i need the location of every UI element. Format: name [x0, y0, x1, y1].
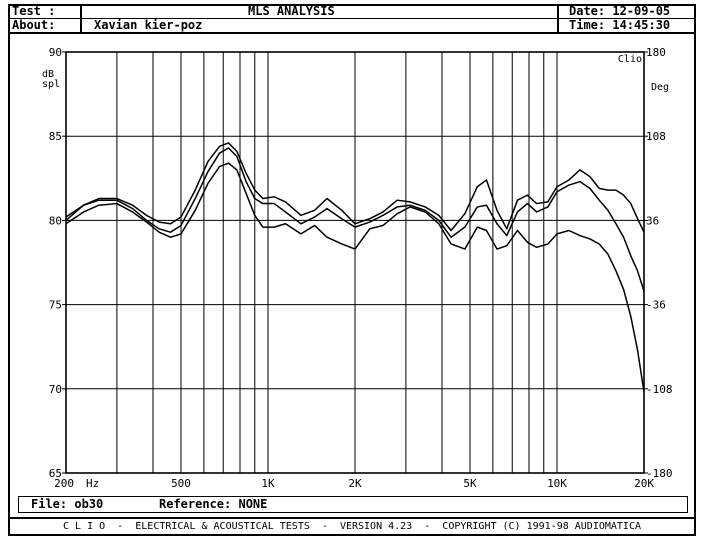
x-tick-label: 2K	[348, 477, 362, 490]
y-tick-label: 65	[49, 467, 62, 480]
y2-tick-label: 108	[646, 130, 666, 143]
clio-corner-label: Clio	[618, 54, 642, 65]
x-tick-label: 1K	[261, 477, 275, 490]
x-tick-label: 10K	[547, 477, 567, 490]
x-tick-label: 500	[171, 477, 191, 490]
grid-layer	[62, 51, 648, 474]
header-panel: Test : MLS ANALYSIS Date: 12-09-05 About…	[8, 4, 696, 34]
y2-tick-label: -108	[646, 383, 673, 396]
test-label: Test :	[12, 4, 56, 18]
analysis-title: MLS ANALYSIS	[248, 4, 335, 18]
y2-tick-label: 36	[646, 214, 659, 227]
y2-tick-label: -36	[646, 299, 666, 312]
about-text: Xavian kier-poz	[94, 18, 203, 32]
y2-tick-label: -180	[646, 467, 673, 480]
y-tick-label: 80	[49, 214, 62, 227]
header-rule	[8, 18, 557, 19]
x-tick-label: 200	[54, 477, 74, 490]
x-tick-label: 5K	[463, 477, 477, 490]
header-rule	[559, 18, 694, 19]
about-label: About:	[12, 18, 56, 32]
y-axis-label: spl	[42, 79, 60, 90]
y-tick-label: 90	[49, 46, 62, 59]
y-tick-label: 70	[49, 383, 62, 396]
response-curve-1	[65, 142, 645, 233]
window-frame	[8, 4, 696, 536]
curve-layer	[65, 142, 645, 393]
date-readout: Date: 12-09-05	[569, 4, 671, 18]
y2-axis-label: Deg	[651, 82, 669, 93]
y-tick-label: 85	[49, 130, 62, 143]
x-unit-label: Hz	[86, 477, 99, 490]
file-info-bar: File: ob30 Reference: NONE	[18, 496, 688, 513]
y2-tick-label: 180	[646, 46, 666, 59]
file-name: File: ob30	[31, 497, 104, 511]
time-readout: Time: 14:45:30	[569, 18, 671, 32]
response-curve-2	[65, 147, 645, 292]
footer-banner: C L I O - ELECTRICAL & ACOUSTICAL TESTS …	[8, 517, 696, 536]
y-tick-label: 75	[49, 299, 62, 312]
x-tick-label: 20K	[634, 477, 654, 490]
response-curve-3	[65, 162, 645, 393]
y-axis-label: dB	[42, 69, 54, 80]
label-layer: 90 85 80 75 70 65 180 108 36 -36 -108 -180 200 500 1K 2…	[42, 46, 673, 490]
header-divider	[557, 4, 559, 32]
reference-name: Reference: NONE	[159, 497, 268, 511]
